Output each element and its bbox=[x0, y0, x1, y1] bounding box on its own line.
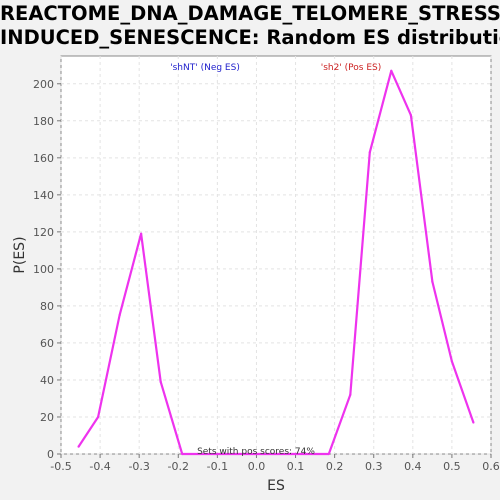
y-tick-label: 40 bbox=[40, 374, 54, 387]
chart-title-line-2: INDUCED_SENESCENCE: Random ES distributi… bbox=[0, 26, 500, 49]
x-tick-label: -0.4 bbox=[89, 460, 110, 473]
data-point bbox=[181, 452, 184, 456]
x-tick-label: 0.6 bbox=[482, 460, 500, 473]
plot-background bbox=[60, 55, 492, 455]
pos-scores-annotation: Sets with pos scores: 74% bbox=[197, 447, 315, 457]
chart-title: REACTOME_DNA_DAMAGE_TELOMERE_STRESS_ IND… bbox=[0, 2, 500, 50]
x-tick-label: 0.1 bbox=[287, 460, 305, 473]
series-lines bbox=[77, 69, 475, 456]
data-point bbox=[97, 415, 100, 419]
data-point bbox=[349, 393, 352, 396]
data-point bbox=[390, 69, 393, 72]
y-tick-label: 20 bbox=[40, 411, 54, 424]
x-axis-title: ES bbox=[267, 478, 285, 494]
legend-entry-neg: 'shNT' (Neg ES) bbox=[170, 63, 240, 73]
data-point bbox=[327, 452, 330, 456]
data-point bbox=[472, 421, 475, 424]
y-tick-label: 120 bbox=[33, 226, 54, 239]
x-tick-label: 0.2 bbox=[326, 460, 344, 473]
data-point bbox=[159, 380, 162, 383]
x-tick-label: 0.3 bbox=[365, 460, 383, 473]
y-tick-label: 60 bbox=[40, 337, 54, 350]
x-tick-label: -0.5 bbox=[50, 460, 71, 473]
legend: 'shNT' (Neg ES) 'sh2' (Pos ES) bbox=[170, 63, 381, 73]
data-point bbox=[450, 360, 454, 363]
y-tick-label: 140 bbox=[33, 189, 54, 202]
x-tick-label: -0.2 bbox=[168, 460, 189, 473]
chart-title-line-1: REACTOME_DNA_DAMAGE_TELOMERE_STRESS_ bbox=[0, 2, 500, 25]
es-distribution-line bbox=[77, 69, 475, 456]
data-point bbox=[368, 151, 371, 154]
data-point bbox=[431, 280, 434, 283]
y-tick-label: 80 bbox=[40, 300, 54, 313]
legend-entry-pos: 'sh2' (Pos ES) bbox=[321, 63, 382, 73]
y-tick-label: 160 bbox=[33, 152, 54, 165]
data-point bbox=[118, 314, 121, 317]
x-tick-label: 0.0 bbox=[248, 460, 266, 473]
x-tick-label: -0.3 bbox=[128, 460, 149, 473]
y-axis-title: P(ES) bbox=[12, 236, 28, 273]
x-tick-label: -0.1 bbox=[207, 460, 228, 473]
data-point bbox=[77, 445, 80, 448]
axis-ticks: -0.5 -0.4 -0.3 -0.2 -0.1 0.0 0.1 0.2 0.3 0.4 0.5 0.… bbox=[33, 78, 500, 473]
data-point bbox=[409, 114, 412, 117]
y-tick-label: 0 bbox=[47, 448, 54, 461]
x-tick-label: 0.4 bbox=[404, 460, 422, 473]
y-tick-label: 100 bbox=[33, 263, 54, 276]
y-tick-label: 180 bbox=[33, 115, 54, 128]
y-tick-label: 200 bbox=[33, 78, 54, 91]
x-tick-label: 0.5 bbox=[443, 460, 461, 473]
data-point bbox=[140, 232, 143, 235]
